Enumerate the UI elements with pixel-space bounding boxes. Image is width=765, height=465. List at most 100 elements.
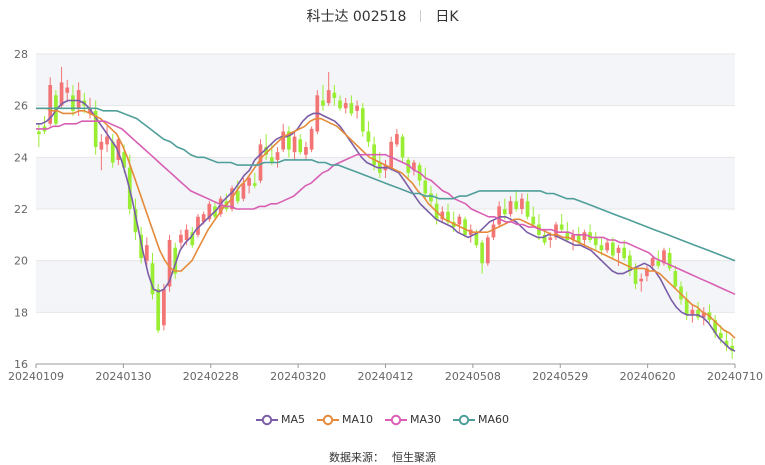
candle-body: [480, 242, 484, 264]
candle-up: [485, 234, 490, 266]
candle-body: [298, 139, 303, 153]
candle-body: [309, 128, 314, 150]
candle-up: [281, 123, 286, 153]
candle-up: [389, 136, 394, 171]
legend-label: MA5: [280, 413, 305, 426]
candle-body: [190, 232, 195, 246]
candle-body: [292, 136, 297, 153]
candle-body: [446, 211, 450, 222]
candle-up: [309, 126, 314, 153]
candle-body: [105, 136, 109, 145]
candle-down: [321, 85, 325, 111]
candle-body: [304, 147, 308, 155]
candle-body: [423, 180, 428, 194]
candle-body: [389, 141, 394, 168]
candle-body: [718, 333, 723, 339]
candle-body: [650, 258, 655, 266]
candle-down: [525, 193, 530, 220]
legend-label: MA10: [341, 413, 373, 426]
y-tick-label: 28: [14, 48, 28, 61]
candle-body: [622, 247, 627, 259]
candle-up: [468, 224, 473, 243]
candle-up: [218, 196, 223, 217]
candle-body: [349, 103, 354, 114]
candle-down: [133, 198, 138, 240]
candle-up: [605, 240, 609, 253]
candle-body: [559, 224, 564, 230]
candle-body: [406, 159, 411, 173]
candle-body: [610, 242, 615, 256]
candle-down: [673, 265, 678, 290]
candle-down: [724, 330, 729, 352]
x-tick-label: 20240620: [620, 370, 676, 383]
candle-up: [258, 139, 263, 184]
candle-down: [173, 242, 178, 279]
y-tick-label: 20: [14, 255, 28, 268]
candle-down: [713, 314, 717, 339]
candle-up: [326, 72, 331, 106]
x-tick-label: 20240228: [183, 370, 239, 383]
candle-body: [360, 108, 365, 132]
y-tick-label: 24: [14, 151, 28, 164]
grid-band: [36, 54, 735, 106]
candle-body: [264, 147, 269, 155]
candle-body: [429, 193, 433, 202]
candle-body: [88, 108, 92, 114]
candle-body: [491, 224, 496, 238]
candle-down: [622, 240, 627, 261]
period-label: 日K: [435, 9, 459, 25]
candle-body: [576, 234, 581, 243]
candle-body: [542, 234, 547, 243]
y-tick-label: 18: [14, 306, 28, 319]
y-tick-label: 22: [14, 203, 28, 216]
candle-down: [287, 126, 291, 158]
candle-up: [645, 265, 649, 282]
candle-body: [144, 245, 149, 261]
candle-body: [241, 183, 246, 199]
candle-up: [304, 141, 308, 160]
candle-body: [133, 209, 138, 233]
candle-down: [423, 167, 428, 199]
title-divider: [420, 10, 422, 22]
candle-down: [400, 134, 405, 163]
candle-body: [502, 209, 507, 215]
candle-body: [366, 131, 371, 142]
x-tick-label: 20240130: [95, 370, 151, 383]
candle-body: [395, 134, 399, 145]
candle-body: [184, 229, 189, 240]
candle-down: [338, 95, 342, 111]
candle-up: [508, 196, 513, 217]
candle-body: [252, 183, 257, 186]
candle-up: [395, 128, 399, 147]
legend-item-ma60[interactable]: MA60: [453, 413, 509, 426]
candle-down: [593, 232, 598, 251]
background-bands: [36, 54, 735, 313]
candle-body: [690, 309, 695, 315]
candle-down: [628, 250, 632, 277]
candle-body: [713, 320, 717, 333]
candle-body: [281, 131, 286, 150]
candle-down: [730, 338, 735, 359]
candle-body: [571, 234, 575, 240]
candle-body: [179, 234, 183, 243]
candle-body: [616, 247, 621, 253]
candle-down: [42, 116, 47, 135]
candle-body: [673, 271, 678, 287]
legend-item-ma30[interactable]: MA30: [385, 413, 441, 426]
legend-item-ma5[interactable]: MA5: [255, 413, 305, 426]
candle-body: [48, 85, 53, 124]
x-tick-label: 20240710: [707, 370, 763, 383]
candle-body: [218, 198, 223, 215]
candle-up: [196, 214, 200, 238]
candle-body: [662, 250, 666, 264]
candle-body: [173, 247, 178, 274]
source-label: 数据来源：: [329, 451, 384, 464]
legend-item-ma10[interactable]: MA10: [316, 413, 373, 426]
legend-marker-icon: [453, 414, 476, 426]
y-tick-label: 26: [14, 100, 28, 113]
x-tick-label: 20240412: [358, 370, 414, 383]
candle-body: [326, 90, 331, 104]
candle-up: [247, 175, 251, 194]
candle-body: [656, 260, 661, 266]
candle-body: [65, 87, 70, 93]
